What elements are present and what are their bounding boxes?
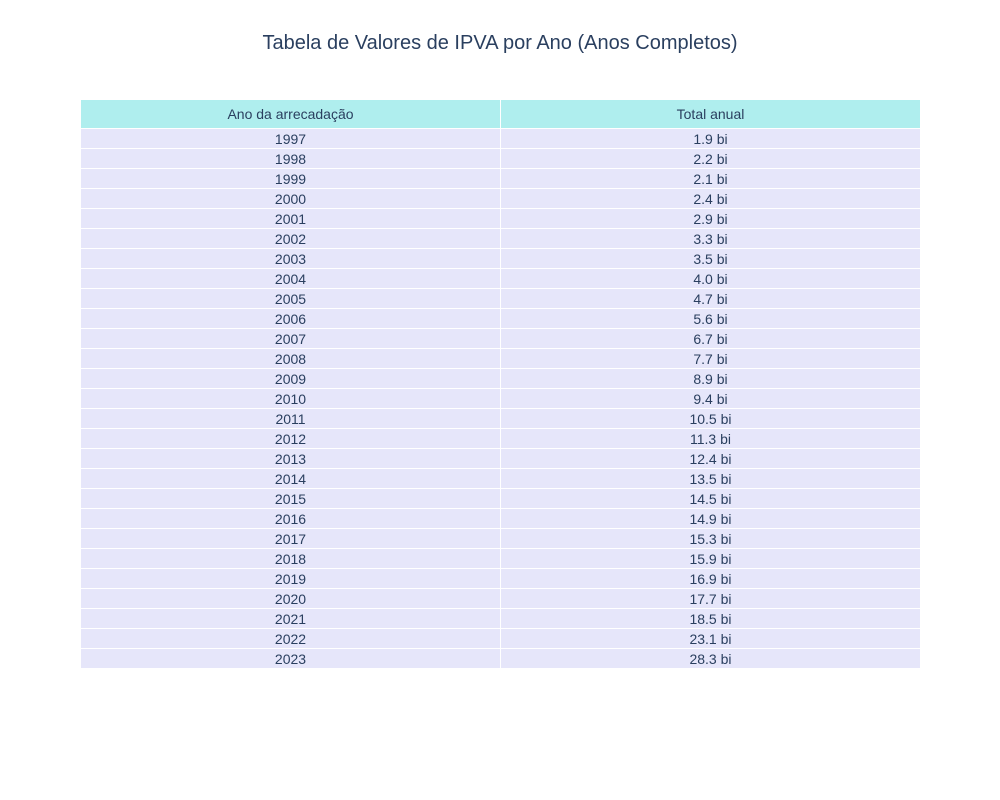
table-row: 2022 23.1 bi <box>81 628 920 648</box>
table-cell-total: 10.5 bi <box>689 410 732 427</box>
table-cell-year: 2007 <box>81 329 501 348</box>
table-cell-total: 4.0 bi <box>693 270 728 287</box>
table-cell-year: 2016 <box>81 509 501 528</box>
table-cell-year: 2018 <box>81 549 501 568</box>
table-cell-year: 2017 <box>81 529 501 548</box>
table-cell-year: 2000 <box>81 189 501 208</box>
table-cell-year: 2020 <box>81 589 501 608</box>
table-body: 1997 1.9 bi 1998 2.2 bi 1999 2.1 bi 2000 2.4 bi… <box>81 128 920 668</box>
table-row: 2004 4.0 bi <box>81 268 920 288</box>
table-cell-total: 14.5 bi <box>689 490 732 507</box>
table-row: 1999 2.1 bi <box>81 168 920 188</box>
table-row: 2015 14.5 bi <box>81 488 920 508</box>
table-row: 1998 2.2 bi <box>81 148 920 168</box>
table-cell-total: 18.5 bi <box>689 610 732 627</box>
table-cell-total: 2.2 bi <box>693 150 728 167</box>
table-cell-total: 5.6 bi <box>693 310 728 327</box>
table-cell-total: 17.7 bi <box>689 590 732 607</box>
table-cell-year: 1999 <box>81 169 501 188</box>
table-cell-year: 2015 <box>81 489 501 508</box>
table-row: 2009 8.9 bi <box>81 368 920 388</box>
table-cell-total: 3.3 bi <box>693 230 728 247</box>
table-row: 2010 9.4 bi <box>81 388 920 408</box>
table-cell-year: 2002 <box>81 229 501 248</box>
table-cell-total: 3.5 bi <box>693 250 728 267</box>
table-cell-year: 2023 <box>81 649 501 668</box>
table-row: 2002 3.3 bi <box>81 228 920 248</box>
table-cell-total: 12.4 bi <box>689 450 732 467</box>
table-row: 2000 2.4 bi <box>81 188 920 208</box>
table-row: 2016 14.9 bi <box>81 508 920 528</box>
table-row: 2018 15.9 bi <box>81 548 920 568</box>
table-cell-total: 2.9 bi <box>693 210 728 227</box>
chart-title: Tabela de Valores de IPVA por Ano (Anos … <box>262 32 738 54</box>
table-row: 2017 15.3 bi <box>81 528 920 548</box>
table-cell-total: 2.1 bi <box>693 170 728 187</box>
table-cell-total: 15.3 bi <box>689 530 732 547</box>
table-cell-total: 23.1 bi <box>689 630 732 647</box>
table-cell-year: 2006 <box>81 309 501 328</box>
table-cell-total: 7.7 bi <box>693 350 728 367</box>
table-cell-total: 8.9 bi <box>693 370 728 387</box>
table-row: 2001 2.9 bi <box>81 208 920 228</box>
table-row: 2023 28.3 bi <box>81 648 920 668</box>
table-cell-total: 16.9 bi <box>689 570 732 587</box>
table-cell-year: 2004 <box>81 269 501 288</box>
table-cell-year: 2009 <box>81 369 501 388</box>
table-cell-year: 1998 <box>81 149 501 168</box>
table-row: 2019 16.9 bi <box>81 568 920 588</box>
table-row: 2011 10.5 bi <box>81 408 920 428</box>
table-row: 2006 5.6 bi <box>81 308 920 328</box>
table-cell-total: 2.4 bi <box>693 190 728 207</box>
table-row: 2020 17.7 bi <box>81 588 920 608</box>
table-row: 1997 1.9 bi <box>81 128 920 148</box>
table-cell-year: 2019 <box>81 569 501 588</box>
table-row: 2021 18.5 bi <box>81 608 920 628</box>
table-cell-year: 2014 <box>81 469 501 488</box>
header-cell-total: Total anual <box>676 106 745 122</box>
table-row: 2003 3.5 bi <box>81 248 920 268</box>
table-row: 2007 6.7 bi <box>81 328 920 348</box>
table-row: 2008 7.7 bi <box>81 348 920 368</box>
table-cell-year: 2001 <box>81 209 501 228</box>
table-cell-year: 2013 <box>81 449 501 468</box>
table-row: 2012 11.3 bi <box>81 428 920 448</box>
table-cell-year: 2021 <box>81 609 501 628</box>
table-cell-year: 2012 <box>81 429 501 448</box>
table-cell-total: 6.7 bi <box>693 330 728 347</box>
table-cell-total: 1.9 bi <box>693 130 728 147</box>
table-cell-total: 15.9 bi <box>689 550 732 567</box>
table-row: 2005 4.7 bi <box>81 288 920 308</box>
table-row: 2013 12.4 bi <box>81 448 920 468</box>
table-cell-year: 2010 <box>81 389 501 408</box>
data-table: Ano da arrecadação Total anual 1997 1.9 b… <box>81 100 920 668</box>
table-header-row: Ano da arrecadação Total anual <box>81 100 920 128</box>
table-row: 2014 13.5 bi <box>81 468 920 488</box>
table-cell-total: 11.3 bi <box>690 430 731 447</box>
table-cell-year: 1997 <box>81 129 501 148</box>
table-cell-total: 4.7 bi <box>693 290 728 307</box>
table-cell-year: 2005 <box>81 289 501 308</box>
table-cell-total: 28.3 bi <box>689 650 732 667</box>
table-cell-total: 9.4 bi <box>693 390 728 407</box>
table-cell-year: 2003 <box>81 249 501 268</box>
table-cell-year: 2022 <box>81 629 501 648</box>
table-cell-total: 13.5 bi <box>689 470 732 487</box>
header-cell-year: Ano da arrecadação <box>81 100 501 128</box>
table-cell-year: 2011 <box>81 409 501 428</box>
table-cell-year: 2008 <box>81 349 501 368</box>
table-cell-total: 14.9 bi <box>689 510 732 527</box>
